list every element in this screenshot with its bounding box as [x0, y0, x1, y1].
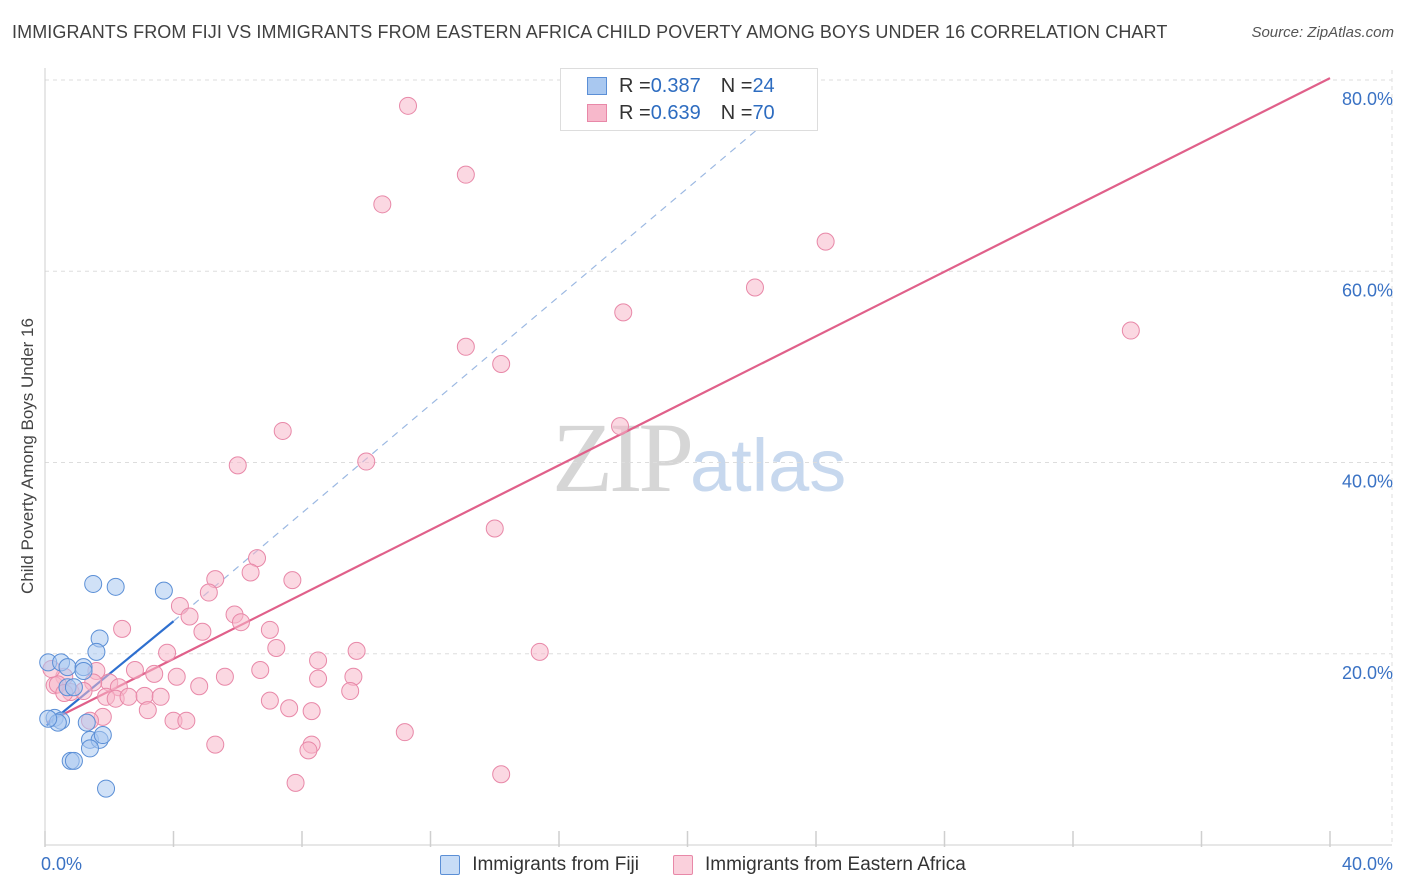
data-point-fiji — [106, 577, 125, 596]
data-point-eastern-africa — [492, 765, 511, 784]
data-point-eastern-africa — [190, 677, 209, 696]
data-point-fiji — [93, 726, 112, 745]
data-point-eastern-africa — [485, 519, 504, 538]
data-point-fiji — [39, 709, 58, 728]
data-point-eastern-africa — [373, 195, 392, 214]
x-tick-label: 0.0% — [41, 854, 82, 874]
data-point-fiji — [77, 713, 96, 732]
legend-row-fiji: R = 0.387 N = 24 — [587, 73, 775, 99]
data-point-eastern-africa — [492, 355, 511, 374]
data-point-eastern-africa — [215, 667, 234, 686]
data-point-eastern-africa — [193, 622, 212, 641]
data-point-eastern-africa — [228, 456, 247, 475]
legend-swatch-fiji — [587, 77, 607, 95]
series-legend-fiji[interactable]: Immigrants from Fiji — [440, 852, 639, 878]
data-point-eastern-africa — [395, 723, 414, 742]
trend-lines — [45, 77, 1331, 727]
data-point-eastern-africa — [251, 661, 270, 680]
y-tick-label: 60.0% — [1342, 280, 1393, 300]
data-point-eastern-africa — [167, 667, 186, 686]
data-point-eastern-africa — [206, 735, 225, 754]
data-point-eastern-africa — [816, 232, 835, 251]
gridlines — [45, 70, 1393, 845]
data-point-eastern-africa — [357, 452, 376, 471]
chart-title: IMMIGRANTS FROM FIJI VS IMMIGRANTS FROM … — [12, 22, 1168, 42]
y-tick-label: 80.0% — [1342, 89, 1393, 109]
data-point-eastern-africa — [302, 702, 321, 721]
legend-r-value-fiji: 0.387 — [650, 74, 701, 97]
y-tick-label: 20.0% — [1342, 663, 1393, 683]
trend-line-fiji — [45, 620, 175, 727]
data-point-eastern-africa — [267, 639, 286, 658]
data-point-eastern-africa — [286, 773, 305, 792]
data-point-eastern-africa — [158, 643, 177, 662]
data-point-fiji — [84, 574, 103, 593]
data-point-eastern-africa — [309, 651, 328, 670]
data-point-eastern-africa — [231, 613, 250, 632]
data-point-fiji — [80, 739, 99, 758]
data-point-fiji — [97, 779, 116, 798]
data-point-eastern-africa — [456, 337, 475, 356]
data-point-fiji — [58, 658, 77, 677]
data-point-eastern-africa — [241, 563, 260, 582]
series-label-eastern-africa: Immigrants from Eastern Africa — [705, 854, 966, 875]
watermark-atlas: atlas — [690, 424, 847, 507]
data-point-eastern-africa — [309, 669, 328, 688]
y-tick-label: 40.0% — [1342, 472, 1393, 492]
data-point-fiji — [74, 661, 93, 680]
data-point-eastern-africa — [283, 571, 302, 590]
data-point-eastern-africa — [1121, 321, 1140, 340]
data-point-fiji — [64, 678, 83, 697]
data-point-eastern-africa — [530, 642, 549, 661]
data-point-eastern-africa — [611, 417, 630, 436]
axes — [44, 68, 1392, 847]
legend-n-label: N = — [720, 101, 753, 124]
data-point-eastern-africa — [180, 607, 199, 626]
data-point-eastern-africa — [138, 701, 157, 720]
legend-swatch-eastern-africa — [587, 104, 607, 122]
data-point-eastern-africa — [614, 303, 633, 322]
data-point-eastern-africa — [145, 664, 164, 683]
data-point-eastern-africa — [273, 421, 292, 440]
tick-labels: 20.0% 40.0% 60.0% 80.0% 0.0% 40.0% — [41, 89, 1393, 874]
data-point-eastern-africa — [151, 687, 170, 706]
legend-r-value-eastern-africa: 0.639 — [650, 101, 701, 124]
series-legend-eastern-africa[interactable]: Immigrants from Eastern Africa — [673, 852, 966, 878]
data-point-eastern-africa — [260, 691, 279, 710]
data-point-eastern-africa — [125, 661, 144, 680]
data-point-eastern-africa — [199, 583, 218, 602]
data-point-eastern-africa — [341, 682, 360, 701]
correlation-legend: R = 0.387 N = 24 R = 0.639 N = 70 — [560, 68, 818, 131]
data-point-eastern-africa — [260, 620, 279, 639]
data-point-eastern-africa — [456, 165, 475, 184]
data-point-fiji — [154, 581, 173, 600]
data-point-eastern-africa — [299, 741, 318, 760]
data-point-eastern-africa — [119, 687, 138, 706]
data-point-eastern-africa — [177, 711, 196, 730]
data-point-eastern-africa — [745, 278, 764, 297]
trend-line-eastern-africa — [46, 77, 1331, 724]
legend-row-eastern-africa: R = 0.639 N = 70 — [587, 100, 775, 126]
legend-n-label: N = — [720, 74, 753, 97]
series-legend: Immigrants from Fiji Immigrants from Eas… — [0, 852, 1406, 878]
data-point-fiji — [87, 642, 106, 661]
data-point-eastern-africa — [280, 699, 299, 718]
legend-r-label: R = — [619, 101, 651, 124]
x-tick-label: 40.0% — [1342, 854, 1393, 874]
series-swatch-fiji — [440, 855, 461, 875]
series-swatch-eastern-africa — [673, 855, 693, 875]
series-label-fiji: Immigrants from Fiji — [472, 854, 639, 875]
data-point-eastern-africa — [399, 96, 418, 115]
trend-extension-fiji — [173, 79, 817, 622]
data-point-eastern-africa — [347, 641, 366, 660]
data-points — [39, 96, 1140, 798]
data-point-eastern-africa — [113, 619, 132, 638]
data-point-fiji — [64, 751, 83, 770]
source-label: Source: ZipAtlas.com — [1251, 24, 1394, 41]
legend-n-value-eastern-africa: 70 — [752, 101, 775, 124]
legend-r-label: R = — [619, 74, 651, 97]
legend-n-value-fiji: 24 — [752, 74, 775, 97]
